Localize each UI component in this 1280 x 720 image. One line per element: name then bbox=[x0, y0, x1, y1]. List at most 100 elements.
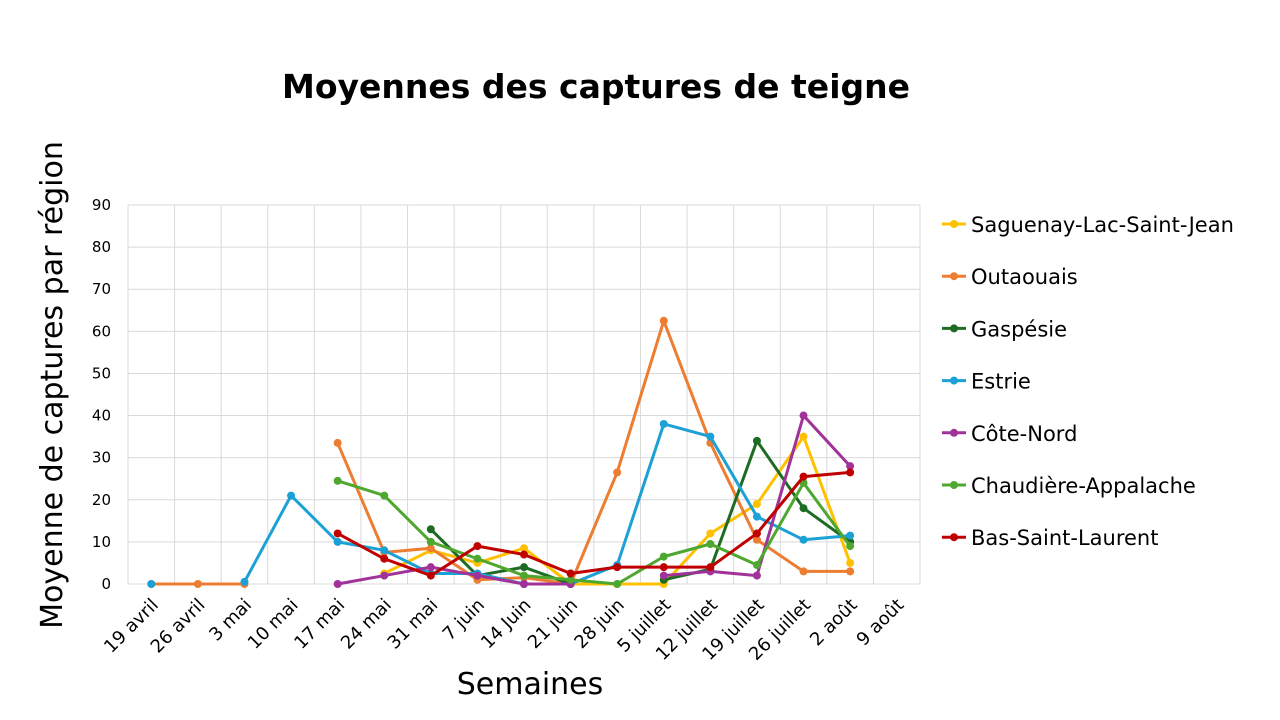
y-tick-label: 10 bbox=[92, 533, 111, 551]
series-line bbox=[429, 527, 573, 586]
y-tick-label: 60 bbox=[92, 322, 111, 340]
data-point bbox=[752, 512, 761, 521]
data-point bbox=[846, 542, 855, 551]
data-point bbox=[706, 563, 715, 572]
data-point bbox=[193, 580, 202, 588]
legend-swatch-marker bbox=[950, 220, 958, 228]
series-6 bbox=[333, 468, 855, 580]
data-point bbox=[333, 476, 342, 485]
legend-swatch-marker bbox=[950, 533, 958, 542]
data-point bbox=[426, 563, 435, 572]
data-point bbox=[799, 432, 808, 441]
data-point bbox=[659, 563, 668, 572]
data-point bbox=[566, 575, 575, 584]
data-point bbox=[752, 436, 761, 445]
y-tick-label: 20 bbox=[92, 491, 111, 509]
data-point bbox=[706, 539, 715, 548]
data-point bbox=[520, 563, 528, 572]
legend-item: Saguenay-Lac-Saint-Jean bbox=[942, 213, 1234, 237]
legend-item: Bas-Saint-Laurent bbox=[942, 526, 1158, 550]
data-point bbox=[380, 554, 389, 563]
data-point bbox=[659, 316, 668, 325]
legend-swatch-marker bbox=[950, 324, 958, 333]
chart-title: Moyennes des captures de teigne bbox=[282, 67, 910, 106]
data-point bbox=[147, 580, 156, 588]
series-line bbox=[336, 565, 573, 586]
data-point bbox=[520, 571, 528, 580]
legend-swatch-marker bbox=[950, 272, 958, 281]
data-point bbox=[473, 542, 482, 551]
data-point bbox=[287, 491, 296, 500]
data-point bbox=[333, 580, 342, 588]
series-group bbox=[147, 316, 855, 588]
x-tick-label: 9 août bbox=[853, 595, 909, 651]
y-tick-label: 70 bbox=[92, 280, 111, 298]
data-point bbox=[846, 468, 855, 477]
legend-item: Outaouais bbox=[942, 265, 1078, 289]
y-tick-label: 0 bbox=[101, 575, 111, 593]
x-tick-label: 10 mai bbox=[244, 595, 303, 654]
y-tick-label: 80 bbox=[92, 238, 111, 256]
data-point bbox=[426, 525, 435, 534]
x-tick-label: 2 août bbox=[806, 595, 862, 651]
data-point bbox=[752, 561, 761, 570]
legend-label: Chaudière-Appalache bbox=[971, 474, 1196, 498]
data-point bbox=[659, 552, 668, 561]
data-point bbox=[613, 563, 622, 572]
legend-item: Estrie bbox=[942, 370, 1031, 394]
y-tick-label: 50 bbox=[92, 364, 111, 382]
data-point bbox=[426, 544, 435, 553]
data-point bbox=[473, 571, 482, 580]
data-point bbox=[380, 546, 389, 555]
data-point bbox=[846, 567, 855, 576]
data-point bbox=[473, 554, 482, 563]
data-point bbox=[240, 577, 249, 586]
legend-item: Gaspésie bbox=[942, 317, 1067, 341]
series-4 bbox=[333, 411, 855, 588]
legend-swatch-marker bbox=[950, 428, 958, 437]
data-point bbox=[426, 537, 435, 546]
data-point bbox=[380, 491, 389, 500]
data-point bbox=[799, 567, 808, 576]
data-point bbox=[333, 438, 342, 447]
data-point bbox=[659, 419, 668, 428]
data-point bbox=[520, 580, 528, 588]
legend-label: Outaouais bbox=[971, 265, 1078, 289]
data-point bbox=[613, 580, 622, 588]
data-point bbox=[520, 550, 528, 559]
data-point bbox=[846, 531, 855, 540]
data-point bbox=[752, 535, 761, 544]
y-axis-label: Moyenne de captures par région bbox=[35, 141, 70, 629]
data-point bbox=[799, 504, 808, 513]
legend-label: Estrie bbox=[971, 370, 1031, 394]
data-point bbox=[706, 432, 715, 441]
legend: Saguenay-Lac-Saint-Jean Outaouais Gaspésie… bbox=[942, 213, 1234, 550]
data-point bbox=[799, 472, 808, 481]
x-tick-label: 17 mai bbox=[290, 595, 349, 654]
data-point bbox=[613, 468, 622, 477]
data-point bbox=[752, 529, 761, 538]
x-tick-label: 24 mai bbox=[337, 595, 396, 654]
x-tick-label: 14 Juin bbox=[477, 595, 536, 654]
y-tick-label: 30 bbox=[92, 449, 111, 467]
gridlines bbox=[127, 204, 921, 585]
x-axis-label: Semaines bbox=[457, 667, 604, 702]
y-axis-ticks: 0 10 20 30 40 50 60 70 80 90 bbox=[92, 196, 111, 593]
data-point bbox=[752, 499, 761, 508]
y-tick-label: 90 bbox=[92, 196, 111, 214]
data-point bbox=[333, 537, 342, 546]
data-point bbox=[846, 558, 855, 567]
data-point bbox=[799, 535, 808, 544]
series-line bbox=[336, 479, 852, 586]
data-point bbox=[520, 544, 528, 553]
x-tick-label: 21 juin bbox=[524, 595, 582, 653]
data-point bbox=[846, 462, 855, 471]
series-line bbox=[336, 470, 852, 578]
legend-label: Gaspésie bbox=[971, 317, 1067, 341]
data-point bbox=[333, 529, 342, 538]
data-point bbox=[752, 571, 761, 580]
data-point bbox=[659, 571, 668, 580]
data-point bbox=[566, 569, 575, 578]
